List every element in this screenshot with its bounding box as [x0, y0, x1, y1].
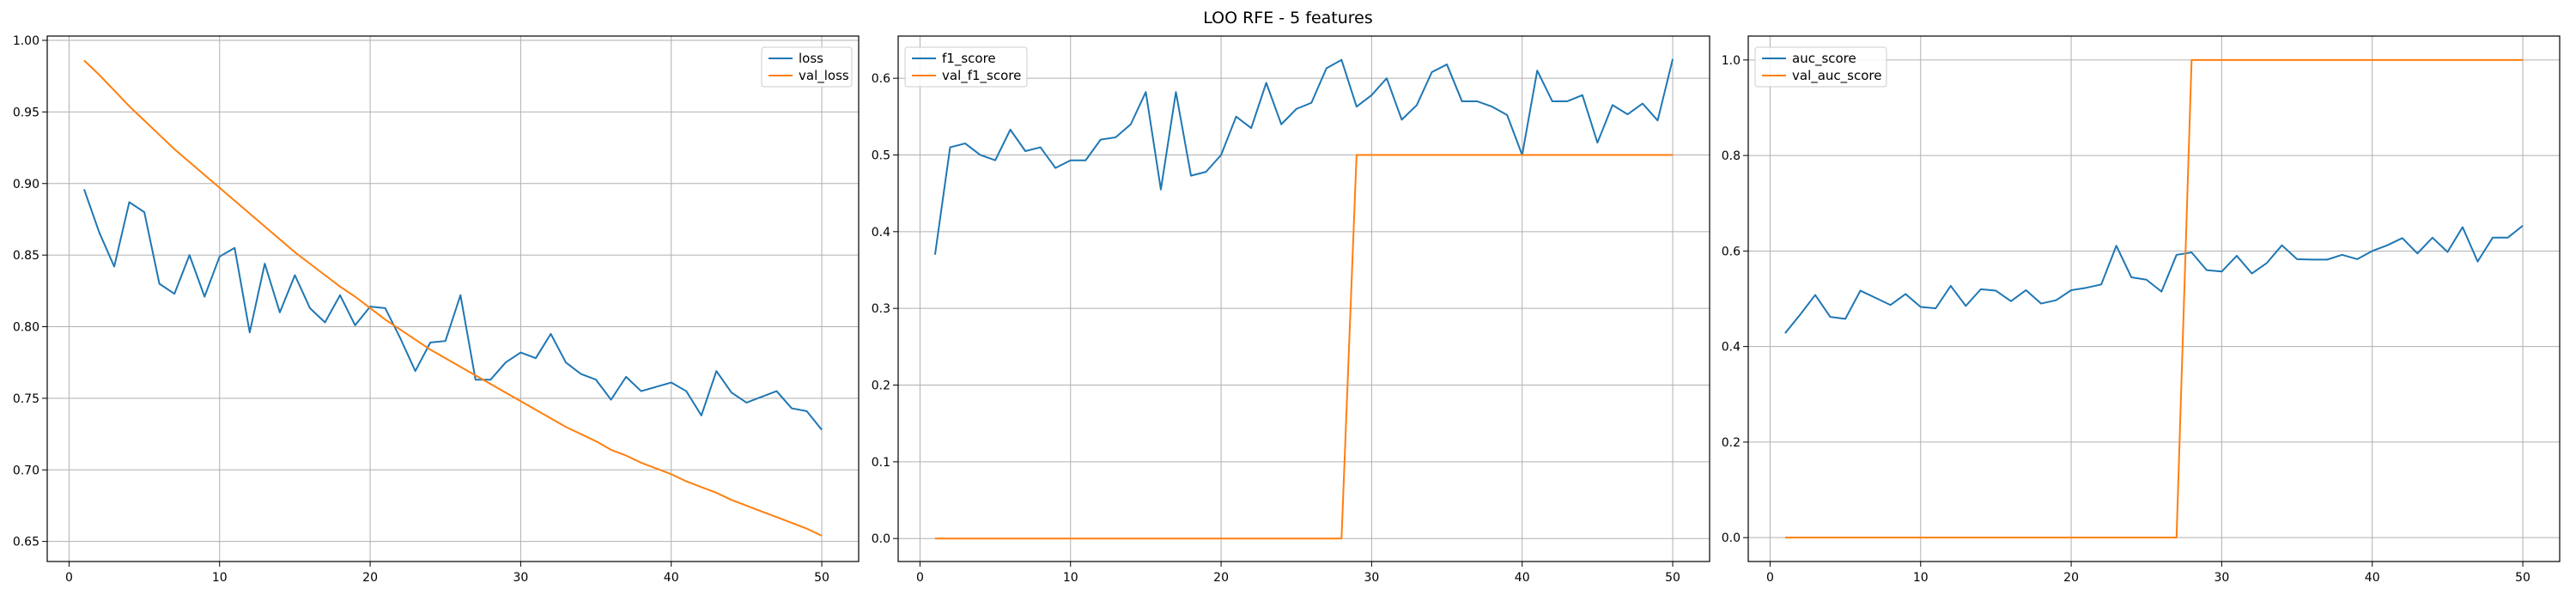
x-tick-label: 0 [916, 571, 924, 585]
axes-frame [46, 35, 860, 562]
x-tick-label: 20 [1213, 571, 1229, 585]
legend-box [1754, 46, 1887, 88]
x-tick-label: 10 [212, 571, 228, 585]
series-line-loss [83, 189, 823, 431]
axes-frame [1747, 35, 2561, 562]
legend-label: f1_score [942, 51, 996, 67]
y-tick-label: 0.80 [13, 321, 39, 335]
legend-label: val_auc_score [1792, 68, 1882, 84]
y-tick-label: 1.0 [1722, 54, 1741, 68]
series-line-val_f1_score [934, 154, 1674, 540]
legend-box [904, 46, 1028, 88]
y-tick-label: 0.5 [872, 149, 890, 162]
legend-label: loss [799, 51, 823, 66]
x-tick-label: 40 [2365, 571, 2380, 585]
figure-title: LOO RFE - 5 features [1203, 9, 1373, 27]
legend-label: val_loss [799, 68, 849, 84]
x-tick-label: 50 [814, 571, 829, 585]
y-tick-label: 0.1 [872, 456, 890, 470]
y-tick-label: 0.6 [872, 72, 890, 86]
y-tick-label: 0.0 [1722, 531, 1741, 545]
y-tick-label: 0.2 [1722, 436, 1741, 450]
x-tick-label: 50 [1665, 571, 1680, 585]
y-tick-label: 0.4 [872, 226, 890, 240]
legend: loss val_loss [761, 46, 853, 88]
x-tick-label: 50 [2515, 571, 2530, 585]
y-tick-label: 0.2 [872, 379, 890, 393]
subplot-3: 0 10 20 30 40 50 0.0 0.2 0.4 0.6 0.8 1.0 auc_scoreva… [1722, 35, 2561, 585]
y-tick-label: 0.3 [872, 302, 890, 316]
y-tick-label: 0.65 [13, 536, 39, 549]
y-tick-label: 0.6 [1722, 245, 1741, 258]
x-tick-label: 0 [65, 571, 73, 585]
y-tick-label: 0.70 [13, 464, 39, 477]
x-tick-label: 30 [513, 571, 528, 585]
x-tick-label: 0 [1766, 571, 1774, 585]
x-tick-label: 30 [1364, 571, 1379, 585]
y-tick-label: 0.85 [13, 249, 39, 263]
series-line-val_loss [83, 59, 823, 537]
y-tick-label: 1.00 [13, 34, 39, 48]
x-tick-label: 10 [1063, 571, 1078, 585]
x-tick-label: 40 [664, 571, 679, 585]
y-tick-label: 0.0 [872, 532, 890, 546]
legend-label: auc_score [1792, 51, 1856, 67]
series-line-auc_score [1784, 225, 2524, 334]
legend-box [761, 46, 853, 88]
subplot-1: 0 10 20 30 40 50 0.65 0.70 0.75 0.80 0.85 0.90 0.95 1… [13, 34, 860, 585]
x-tick-label: 10 [1913, 571, 1929, 585]
x-tick-label: 40 [1515, 571, 1530, 585]
y-tick-label: 0.8 [1722, 149, 1741, 163]
x-tick-label: 20 [362, 571, 378, 585]
y-tick-label: 0.4 [1722, 341, 1741, 355]
y-tick-label: 0.75 [13, 392, 39, 406]
subplots: 0 10 20 30 40 500.650.700.750.800.850.900.951… [13, 34, 2561, 585]
series-line-f1_score [933, 58, 1674, 255]
x-tick-label: 30 [2214, 571, 2229, 585]
axes-frame [897, 35, 1710, 562]
y-tick-label: 0.90 [13, 178, 39, 191]
x-tick-label: 20 [2063, 571, 2079, 585]
legend-label: val_f1_score [942, 68, 1021, 84]
y-tick-label: 0.95 [13, 106, 39, 119]
series-line-val_auc_score [1784, 58, 2524, 539]
subplot-2: 0 10 20 30 40 50 0.0 0.1 0.2 0.3 0.4 0.5 0.6 f1_score… [872, 35, 1710, 585]
